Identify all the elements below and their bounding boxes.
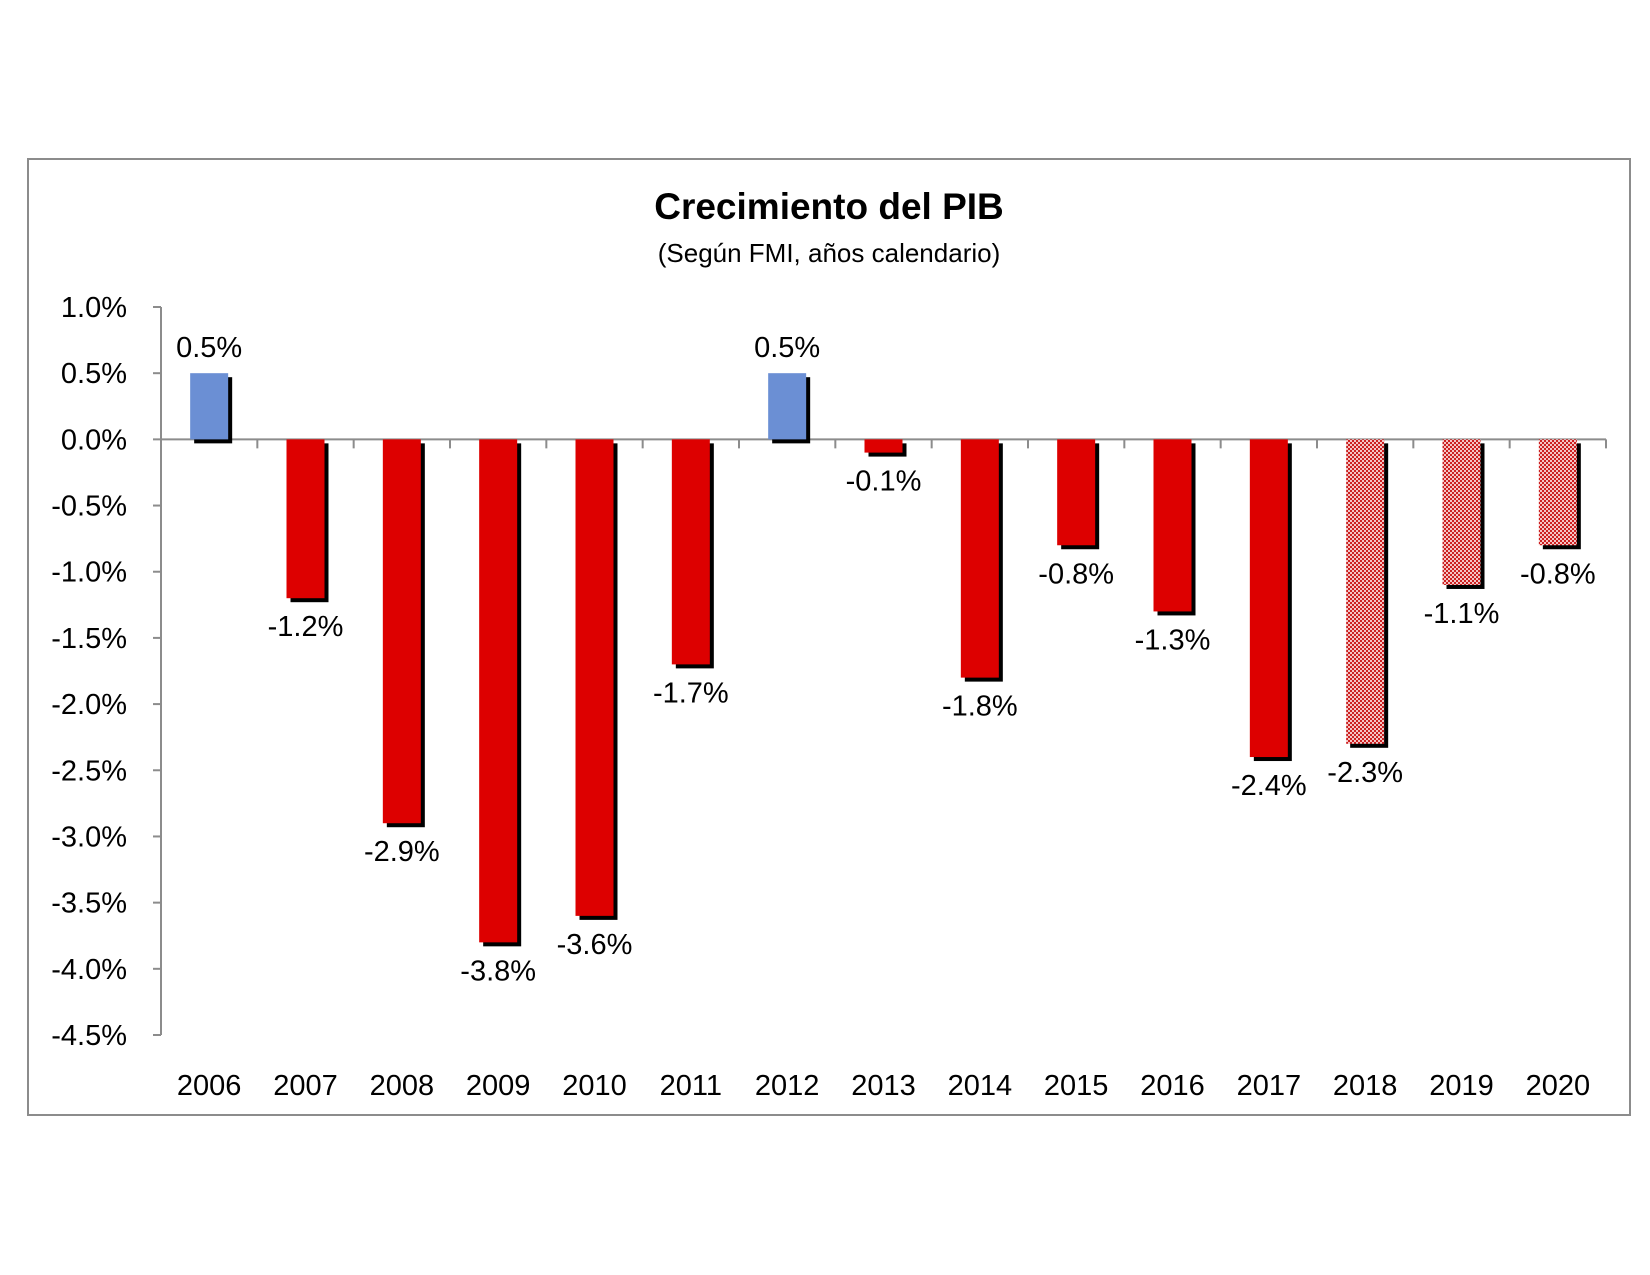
data-label: -0.8% xyxy=(1520,558,1596,590)
x-tick-label: 2015 xyxy=(1044,1070,1109,1102)
x-tick-label: 2019 xyxy=(1429,1070,1494,1102)
x-tick-label: 2011 xyxy=(660,1070,722,1102)
bar-2010 xyxy=(575,439,614,916)
bar-2006 xyxy=(190,373,229,440)
bar-2014 xyxy=(960,439,999,678)
data-label: -1.2% xyxy=(268,611,344,643)
x-tick-label: 2010 xyxy=(562,1070,627,1102)
data-label: -1.7% xyxy=(653,677,729,709)
x-tick-label: 2012 xyxy=(755,1070,820,1102)
data-label: -1.1% xyxy=(1424,598,1500,630)
y-tick-label: -3.5% xyxy=(51,888,127,920)
data-label: -2.3% xyxy=(1327,757,1403,789)
chart-subtitle: (Según FMI, años calendario) xyxy=(657,238,1001,268)
data-label: -3.8% xyxy=(460,955,536,987)
chart-title: Crecimiento del PIB xyxy=(654,186,1004,227)
data-label: -2.9% xyxy=(364,836,440,868)
x-tick-label: 2008 xyxy=(370,1070,435,1102)
bar-2011 xyxy=(671,439,710,665)
x-tick-label: 2017 xyxy=(1237,1070,1302,1102)
data-label: 0.5% xyxy=(754,332,820,364)
data-label: -3.6% xyxy=(557,929,633,961)
x-tick-label: 2007 xyxy=(273,1070,338,1102)
x-tick-label: 2014 xyxy=(948,1070,1013,1102)
bar-2020 xyxy=(1538,439,1577,546)
data-label: -1.8% xyxy=(942,691,1018,723)
bar-2009 xyxy=(479,439,518,943)
bar-2007 xyxy=(286,439,325,599)
bar-2017 xyxy=(1249,439,1288,758)
bar-2013 xyxy=(864,439,903,453)
bar-2008 xyxy=(382,439,421,824)
y-tick-label: -1.5% xyxy=(51,623,127,655)
bar-2012 xyxy=(768,373,807,440)
y-tick-label: 1.0% xyxy=(61,292,127,324)
bar-2019 xyxy=(1442,439,1481,585)
x-tick-label: 2018 xyxy=(1333,1070,1398,1102)
x-tick-label: 2020 xyxy=(1526,1070,1591,1102)
x-tick-label: 2006 xyxy=(177,1070,242,1102)
x-tick-label: 2009 xyxy=(466,1070,531,1102)
bar-2016 xyxy=(1153,439,1192,612)
y-tick-label: -2.0% xyxy=(51,689,127,721)
y-tick-label: -3.0% xyxy=(51,821,127,853)
y-tick-label: -4.0% xyxy=(51,954,127,986)
data-label: -0.8% xyxy=(1038,558,1114,590)
data-label: 0.5% xyxy=(176,332,242,364)
y-tick-label: -4.5% xyxy=(51,1020,127,1052)
data-label: -2.4% xyxy=(1231,770,1307,802)
data-label: -1.3% xyxy=(1135,624,1211,656)
y-tick-label: 0.5% xyxy=(61,358,127,390)
bar-2015 xyxy=(1057,439,1096,546)
x-tick-label: 2016 xyxy=(1140,1070,1205,1102)
x-tick-label: 2013 xyxy=(851,1070,916,1102)
y-tick-label: 0.0% xyxy=(61,424,127,456)
y-tick-label: -1.0% xyxy=(51,557,127,589)
data-label: -0.1% xyxy=(846,466,922,498)
bar-2018 xyxy=(1346,439,1385,744)
y-tick-label: -2.5% xyxy=(51,755,127,787)
y-tick-label: -0.5% xyxy=(51,491,127,523)
